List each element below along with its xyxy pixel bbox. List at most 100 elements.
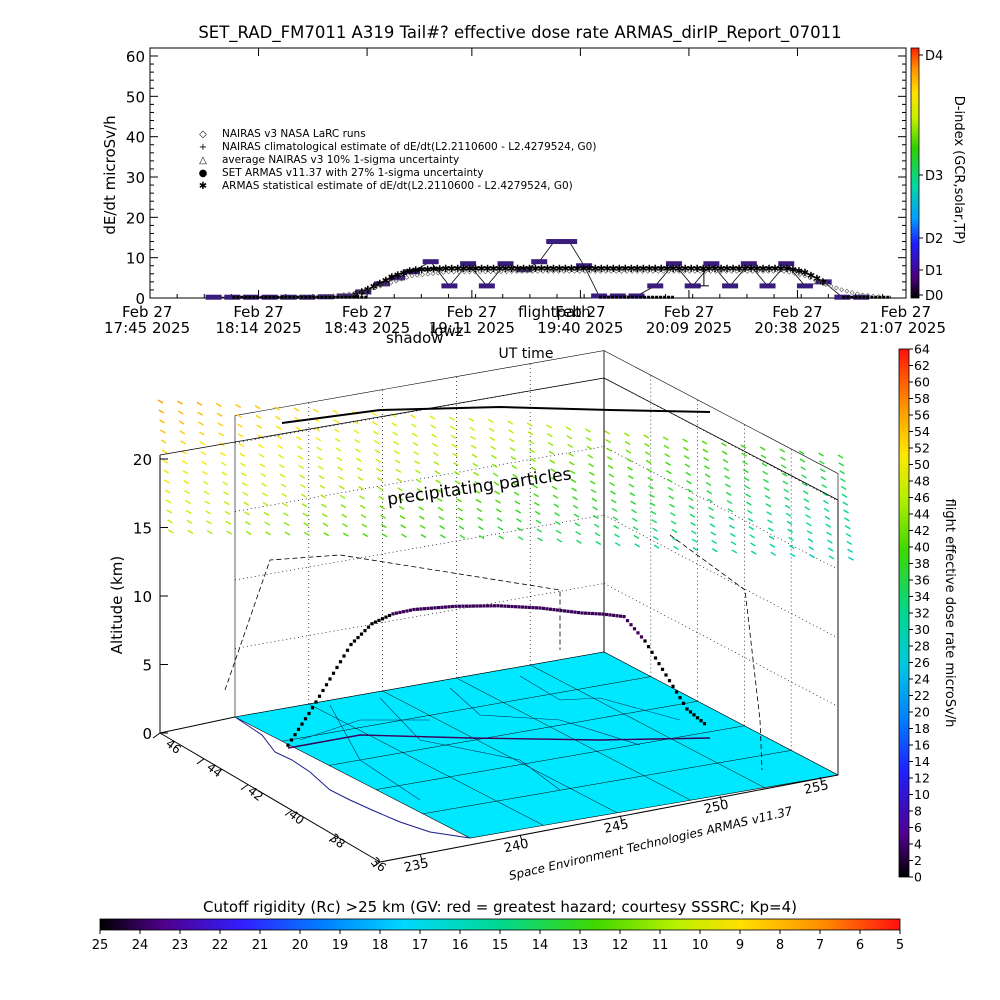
particle-streak [181, 460, 188, 465]
particle-streak [377, 486, 384, 491]
rigidity-colorbar [99, 918, 901, 931]
rigidity-ticks: 25 24 23 22 21 20 19 18 17 16 15 14 13 12 11 10 9 8 7 6 5 [92, 930, 904, 953]
nairas-marker [802, 273, 808, 279]
particle-streak [284, 531, 291, 536]
particle-streak [452, 452, 458, 458]
state-border [329, 704, 421, 801]
particle-streak [374, 449, 381, 454]
particle-streak [199, 441, 206, 446]
lon-tick [819, 776, 823, 784]
legend-symbol: △ [199, 155, 207, 166]
flight-path-marker [492, 604, 497, 608]
particle-streak [202, 480, 209, 485]
particle-streak [529, 457, 536, 462]
particle-streak [361, 523, 368, 528]
particle-streak [516, 518, 522, 523]
wall-grid-z [603, 583, 839, 707]
nairas-marker [341, 292, 347, 298]
flight-path-marker [594, 612, 598, 616]
flight-path-marker [338, 660, 343, 664]
particle-streak [725, 483, 731, 488]
particle-streak [342, 532, 349, 537]
nairas-marker [545, 268, 551, 274]
nairas-marker [577, 268, 583, 274]
particle-streak [743, 477, 750, 482]
nairas-marker [446, 269, 452, 275]
particle-streak [457, 516, 464, 521]
armas-measured-marker [778, 261, 795, 267]
nairas-marker [697, 268, 703, 274]
particle-streak [245, 530, 252, 535]
particle-streak [257, 443, 264, 449]
y-tick-label: 40 [126, 129, 145, 147]
particle-streak [265, 531, 271, 536]
armas-statistical-marker: ✱ [765, 264, 773, 275]
flight-path-marker [548, 607, 553, 611]
dose-colorbar-tick-label: 26 [914, 655, 930, 670]
nairas-marker [676, 268, 682, 274]
particle-streak [321, 503, 327, 508]
particle-streak [548, 450, 555, 455]
particle-streak [451, 443, 458, 448]
armas-measured-marker [647, 283, 664, 289]
x-tick-label-time: 18:43 2025 [324, 319, 410, 337]
flight-path-marker [468, 604, 472, 608]
wall-grid-z [234, 514, 605, 581]
particle-streak [666, 478, 673, 483]
flight-path-marker [475, 604, 479, 608]
flight-path-marker [447, 605, 451, 609]
y-tick-label: 60 [126, 48, 145, 66]
particle-streak [201, 460, 208, 466]
top-x-axis-label: UT time [499, 346, 554, 362]
armas-statistical-marker: ✱ [406, 266, 414, 277]
particle-streak [825, 523, 832, 528]
particle-streak [844, 525, 851, 530]
flight-path-marker [478, 604, 483, 608]
flight-path-marker [436, 606, 441, 610]
armas-statistical-marker: ✱ [585, 264, 593, 275]
nairas-marker [388, 280, 394, 286]
rigidity-tick-label: 13 [572, 938, 589, 953]
flight-path-marker [314, 700, 318, 704]
armas-statistical-marker: ✱ [429, 265, 437, 276]
nairas-marker [592, 268, 598, 274]
particle-streak [556, 538, 563, 543]
flight-path-marker [303, 717, 308, 721]
particle-streak [588, 463, 594, 468]
armas-statistical-marker: ✱ [501, 264, 509, 275]
particle-streak [572, 496, 578, 501]
particle-streak [729, 524, 735, 529]
lon-tick-label: 245 [603, 817, 630, 837]
flight-path-marker [636, 631, 640, 635]
particle-streak [204, 500, 211, 505]
particle-streak [399, 515, 406, 520]
dose-colorbar-tick-label: 48 [914, 474, 930, 489]
particle-streak [749, 534, 756, 539]
particle-streak [818, 452, 824, 457]
particle-streak [279, 464, 285, 469]
particle-streak [432, 451, 439, 457]
flight-path-marker [433, 606, 437, 610]
particle-streak [705, 481, 712, 487]
particle-streak [371, 411, 378, 417]
flight-path-marker [296, 727, 301, 731]
particle-streak [729, 532, 736, 538]
particle-streak [605, 438, 612, 444]
nairas-marker [744, 268, 750, 274]
armas-statistical-marker: ✱ [711, 264, 719, 275]
y-tick-label: 20 [126, 209, 145, 227]
particle-streak [683, 455, 690, 460]
particle-streak [766, 511, 773, 516]
armas-statistical-marker: ✱ [639, 264, 647, 275]
rigidity-tick-label: 21 [252, 938, 269, 953]
nairas-marker [619, 268, 624, 274]
armas-statistical-marker: ✱ [388, 273, 396, 284]
flight-path-marker [398, 610, 402, 615]
d-index-axis-label: D-index (GCR,solar,TP) [951, 96, 966, 244]
particle-streak [703, 456, 709, 462]
nairas-marker [833, 285, 839, 291]
flight-path-marker [569, 610, 574, 614]
armas-measured-marker [441, 283, 458, 289]
top-y-axis-label: dE/dt microSv/h [101, 115, 119, 234]
armas-measured-marker [497, 261, 514, 267]
